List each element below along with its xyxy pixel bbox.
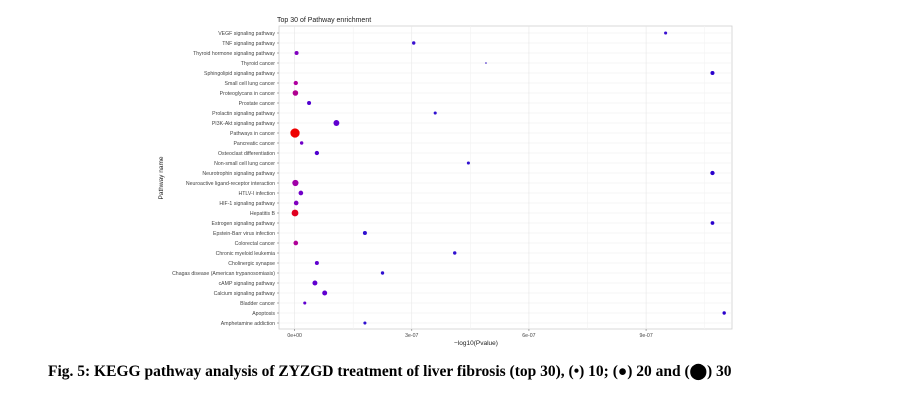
y-tick-label: HIF-1 signaling pathway <box>219 201 275 207</box>
y-tick-label: Non-small cell lung cancer <box>214 161 275 167</box>
x-tick-label: 6e-07 <box>522 333 535 339</box>
y-tick-label: Prostate cancer <box>239 101 276 107</box>
y-tick-label: Thyroid cancer <box>241 61 276 67</box>
data-point <box>485 62 487 64</box>
data-point <box>299 141 304 145</box>
y-tick-label: Cholinergic synapse <box>228 261 275 267</box>
y-tick-label: Chagas disease (American trypanosomiasis… <box>172 271 275 277</box>
data-point <box>298 190 304 196</box>
y-tick-label: Colorectal cancer <box>235 241 276 247</box>
y-tick-label: Estrogen signaling pathway <box>212 221 276 227</box>
data-point <box>292 90 299 96</box>
data-point <box>412 41 416 45</box>
y-tick-label: Sphingolipid signaling pathway <box>204 71 275 77</box>
data-point <box>293 240 299 246</box>
data-point <box>466 161 470 165</box>
y-tick-label: Chronic myeloid leukemia <box>216 251 276 257</box>
y-tick-label: Neuroactive ligand-receptor interaction <box>186 181 275 187</box>
y-tick-label: Proteoglycans in cancer <box>220 91 276 97</box>
data-point <box>293 200 299 206</box>
plot-panel <box>278 25 733 330</box>
y-tick-label: TNF signaling pathway <box>222 41 275 47</box>
data-point <box>291 209 299 217</box>
data-point <box>710 170 715 176</box>
data-point <box>363 321 367 325</box>
data-point <box>453 251 457 255</box>
data-point <box>433 111 437 115</box>
data-point <box>664 31 668 35</box>
y-tick-label: VEGF signaling pathway <box>218 31 275 37</box>
data-point <box>312 280 318 286</box>
data-point <box>314 150 320 156</box>
data-point <box>294 50 299 56</box>
figure-caption: Fig. 5: KEGG pathway analysis of ZYZGD t… <box>48 363 732 380</box>
data-point <box>333 120 340 126</box>
y-tick-label: Amphetamine addiction <box>221 321 275 327</box>
y-tick-label: Epstein-Barr virus infection <box>213 231 275 237</box>
y-tick-label: Neurotrophin signaling pathway <box>202 171 275 177</box>
data-point <box>362 230 367 236</box>
y-tick-label: Small cell lung cancer <box>225 81 276 87</box>
x-tick-label: 0e+00 <box>287 333 302 339</box>
chart-title: Top 30 of Pathway enrichment <box>277 17 371 24</box>
data-points <box>290 31 726 325</box>
data-point <box>292 179 299 187</box>
y-tick-labels: VEGF signaling pathway TNF signaling path… <box>172 31 279 327</box>
y-tick-label: PI3K-Akt signaling pathway <box>212 121 276 127</box>
y-tick-label: Pancreatic cancer <box>233 141 275 147</box>
y-tick-label: cAMP signaling pathway <box>219 281 276 287</box>
data-point <box>293 80 298 86</box>
x-tick-label: 9e-07 <box>639 333 652 339</box>
data-point <box>322 290 328 296</box>
y-tick-label: Pathways in cancer <box>230 131 275 137</box>
y-tick-label: Apoptosis <box>252 311 275 317</box>
x-axis-label: −log10(Pvalue) <box>454 340 498 347</box>
data-point <box>380 271 385 275</box>
data-point <box>722 311 726 315</box>
y-tick-label: Thyroid hormone signaling pathway <box>193 51 275 57</box>
y-tick-label: Osteoclast differentiation <box>218 151 275 157</box>
x-tick-labels: 0e+00 3e-07 6e-07 9e-07 <box>287 329 653 339</box>
data-point <box>710 221 715 225</box>
data-point <box>314 260 319 266</box>
grid-lines <box>279 26 732 329</box>
y-axis-label: Pathway name <box>158 156 165 199</box>
x-tick-label: 3e-07 <box>405 333 418 339</box>
y-tick-label: Bladder cancer <box>240 301 275 307</box>
data-point <box>307 100 312 106</box>
y-tick-label: HTLV-I infection <box>238 191 275 197</box>
y-tick-label: Hepatitis B <box>250 211 276 217</box>
y-tick-label: Calcium signaling pathway <box>214 291 276 297</box>
data-point <box>303 301 307 305</box>
y-tick-label: Prolactin signaling pathway <box>212 111 275 117</box>
data-point <box>710 70 715 76</box>
data-point <box>290 128 300 138</box>
